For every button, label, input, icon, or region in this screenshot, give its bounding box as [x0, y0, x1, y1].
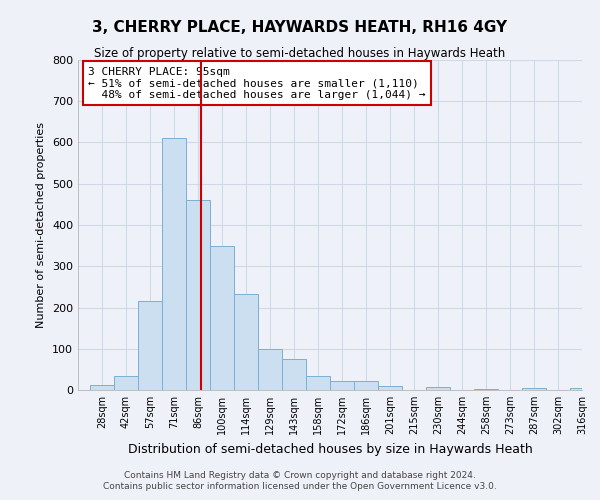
Bar: [474, 389, 498, 390]
Bar: [162, 138, 186, 390]
Bar: [306, 376, 330, 390]
Bar: [90, 384, 114, 390]
Bar: [186, 200, 210, 390]
Bar: [354, 381, 378, 390]
Bar: [426, 386, 450, 390]
Bar: [378, 386, 402, 390]
Bar: [282, 359, 306, 390]
Bar: [114, 376, 138, 390]
Text: Size of property relative to semi-detached houses in Haywards Heath: Size of property relative to semi-detach…: [94, 48, 506, 60]
Y-axis label: Number of semi-detached properties: Number of semi-detached properties: [37, 122, 46, 328]
Bar: [522, 388, 546, 390]
Bar: [570, 388, 594, 390]
Text: 3, CHERRY PLACE, HAYWARDS HEATH, RH16 4GY: 3, CHERRY PLACE, HAYWARDS HEATH, RH16 4G…: [92, 20, 508, 35]
Bar: [330, 381, 354, 390]
Bar: [138, 302, 162, 390]
Text: Contains HM Land Registry data © Crown copyright and database right 2024.: Contains HM Land Registry data © Crown c…: [124, 470, 476, 480]
Text: Contains public sector information licensed under the Open Government Licence v3: Contains public sector information licen…: [103, 482, 497, 491]
X-axis label: Distribution of semi-detached houses by size in Haywards Heath: Distribution of semi-detached houses by …: [128, 442, 532, 456]
Bar: [234, 294, 258, 390]
Text: 3 CHERRY PLACE: 95sqm
← 51% of semi-detached houses are smaller (1,110)
  48% of: 3 CHERRY PLACE: 95sqm ← 51% of semi-deta…: [88, 66, 425, 100]
Bar: [258, 349, 282, 390]
Bar: [210, 246, 234, 390]
